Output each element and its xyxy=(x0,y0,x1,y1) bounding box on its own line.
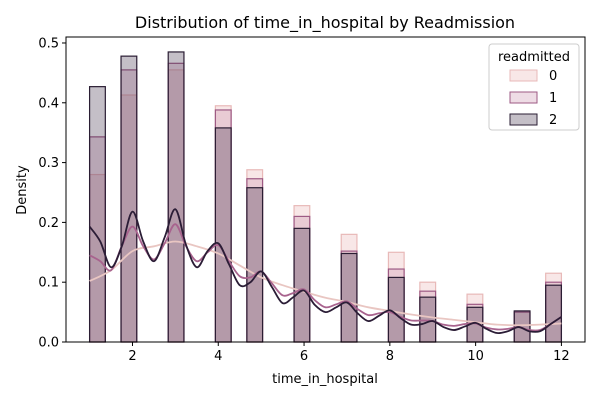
x-tick-label: 12 xyxy=(553,349,570,364)
x-axis-label: time_in_hospital xyxy=(272,372,378,387)
y-tick-label: 0.3 xyxy=(38,156,59,171)
legend: readmitted 0 1 2 xyxy=(488,43,580,131)
kde-layer xyxy=(88,208,562,335)
y-axis-label: Density xyxy=(15,165,30,215)
legend-swatch-2 xyxy=(509,113,538,126)
kde-line-series-2 xyxy=(88,208,562,335)
y-tick-label: 0.2 xyxy=(38,216,59,231)
bar-series-2-bin-5 xyxy=(246,187,264,343)
kde-line-series-1 xyxy=(89,223,562,332)
legend-label-1: 1 xyxy=(549,91,557,106)
bar-series-2-bin-4 xyxy=(214,127,232,343)
y-tick-label: 0.4 xyxy=(38,96,59,111)
bar-series-2-bin-1 xyxy=(88,86,106,343)
y-tick-label: 0.0 xyxy=(38,336,59,351)
legend-title: readmitted xyxy=(498,50,570,65)
legend-swatch-1 xyxy=(509,91,538,104)
plot-frame xyxy=(65,36,586,343)
bar-series-2-bin-6 xyxy=(293,227,311,343)
bar-series-2-bin-2 xyxy=(120,55,138,343)
y-tick-label: 0.1 xyxy=(38,276,59,291)
legend-swatch-0 xyxy=(509,69,538,82)
chart-title: Distribution of time_in_hospital by Read… xyxy=(135,13,515,33)
legend-frame xyxy=(488,43,580,131)
bar-series-2-bin-12 xyxy=(545,284,563,343)
y-ticks: 0.0 0.1 0.2 0.3 0.4 0.5 xyxy=(38,36,66,351)
x-tick-label: 2 xyxy=(128,349,136,364)
x-tick-label: 4 xyxy=(214,349,222,364)
x-tick-label: 10 xyxy=(467,349,484,364)
bar-series-2-bin-7 xyxy=(340,252,358,343)
legend-label-2: 2 xyxy=(549,113,557,128)
bar-series-2-bin-3 xyxy=(167,51,185,343)
x-tick-label: 6 xyxy=(300,349,308,364)
x-tick-label: 8 xyxy=(386,349,394,364)
kde-line-series-0 xyxy=(89,240,562,327)
legend-label-0: 0 xyxy=(549,69,557,84)
y-tick-label: 0.5 xyxy=(38,36,59,51)
x-ticks: 2 4 6 8 10 12 xyxy=(128,342,570,364)
bar-series-2-bin-9 xyxy=(419,296,437,343)
